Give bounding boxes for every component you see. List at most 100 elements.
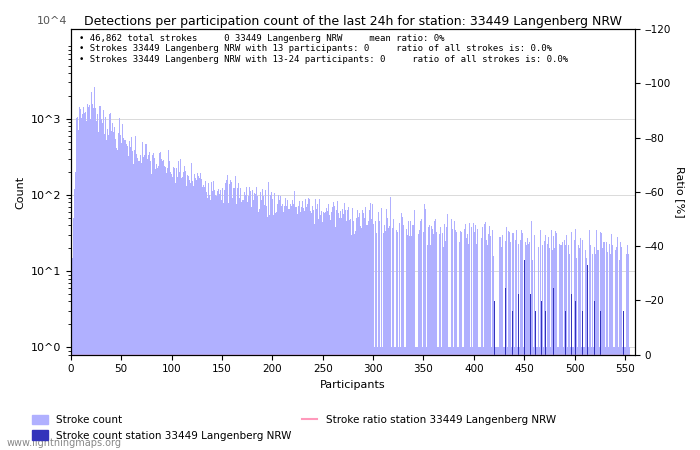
Bar xyxy=(270,195,271,450)
Bar xyxy=(482,227,484,450)
Bar xyxy=(541,347,542,450)
Bar xyxy=(332,207,333,450)
Bar xyxy=(507,347,508,450)
Bar xyxy=(487,245,489,450)
Bar xyxy=(433,234,434,450)
Bar xyxy=(539,347,540,450)
Bar xyxy=(450,347,451,450)
Bar xyxy=(537,347,538,450)
Bar xyxy=(421,219,422,450)
Bar xyxy=(78,130,79,450)
Bar xyxy=(196,180,197,450)
Bar xyxy=(340,211,342,450)
Bar xyxy=(256,187,257,450)
Bar xyxy=(313,210,314,450)
Bar xyxy=(206,192,207,450)
Bar xyxy=(317,203,318,450)
Bar xyxy=(326,208,327,450)
Bar xyxy=(131,137,132,450)
Bar xyxy=(592,254,593,450)
Bar xyxy=(552,250,553,450)
Bar xyxy=(374,220,376,450)
Bar xyxy=(250,191,251,450)
Bar xyxy=(459,242,460,450)
Bar xyxy=(535,311,536,450)
Bar xyxy=(175,183,176,450)
Bar xyxy=(278,195,279,450)
Bar xyxy=(359,213,360,450)
Bar xyxy=(546,347,547,450)
Bar xyxy=(251,190,253,450)
Bar xyxy=(439,234,440,450)
Bar xyxy=(319,199,320,450)
Bar xyxy=(304,212,305,450)
Bar xyxy=(153,153,154,450)
Bar xyxy=(174,168,175,450)
Bar xyxy=(620,242,622,450)
Bar xyxy=(410,220,411,450)
Bar xyxy=(461,232,462,450)
Bar xyxy=(568,245,569,450)
Bar xyxy=(557,347,558,450)
Bar xyxy=(392,228,393,450)
Bar xyxy=(299,201,300,450)
Bar xyxy=(370,219,372,450)
Bar xyxy=(286,206,287,450)
Bar xyxy=(176,168,177,450)
Bar xyxy=(389,226,390,450)
Bar xyxy=(210,200,211,450)
Bar xyxy=(142,142,143,450)
Bar xyxy=(163,160,164,450)
Bar xyxy=(446,227,447,450)
Bar xyxy=(127,156,129,450)
Bar xyxy=(83,108,85,450)
Bar xyxy=(344,203,345,450)
Bar xyxy=(117,150,118,450)
Bar xyxy=(414,210,415,450)
Bar xyxy=(408,220,409,450)
Bar xyxy=(130,147,131,450)
Bar xyxy=(424,204,425,450)
Bar xyxy=(575,229,576,450)
Bar xyxy=(150,161,151,450)
Bar xyxy=(291,206,292,450)
Bar xyxy=(584,347,585,450)
Bar xyxy=(132,151,133,450)
Bar xyxy=(345,210,346,450)
Bar xyxy=(135,135,136,450)
Bar xyxy=(505,227,507,450)
Bar xyxy=(492,230,493,450)
Bar xyxy=(287,200,288,450)
Bar xyxy=(617,237,618,450)
Bar xyxy=(613,347,615,450)
Bar xyxy=(560,245,561,450)
Bar xyxy=(494,347,496,450)
Bar xyxy=(274,193,275,450)
Bar xyxy=(555,231,556,450)
Bar xyxy=(165,167,166,450)
Bar xyxy=(276,204,278,450)
Bar xyxy=(104,117,106,450)
Bar xyxy=(452,229,453,450)
Bar xyxy=(312,206,313,450)
X-axis label: Participants: Participants xyxy=(320,380,386,390)
Bar xyxy=(146,144,147,450)
Bar xyxy=(471,227,472,450)
Bar xyxy=(625,347,626,450)
Bar xyxy=(444,224,445,450)
Bar xyxy=(594,302,595,450)
Bar xyxy=(258,212,259,450)
Bar xyxy=(285,198,286,450)
Bar xyxy=(417,347,418,450)
Bar xyxy=(367,225,368,450)
Bar xyxy=(420,221,421,450)
Bar xyxy=(544,241,545,450)
Bar xyxy=(627,245,629,450)
Bar xyxy=(169,162,170,450)
Bar xyxy=(466,238,468,450)
Bar xyxy=(564,239,565,450)
Bar xyxy=(496,347,498,450)
Legend: Stroke count, Stroke count station 33449 Langenberg NRW, Stroke ratio station 33: Stroke count, Stroke count station 33449… xyxy=(28,411,560,445)
Bar xyxy=(139,161,140,450)
Bar xyxy=(166,173,167,450)
